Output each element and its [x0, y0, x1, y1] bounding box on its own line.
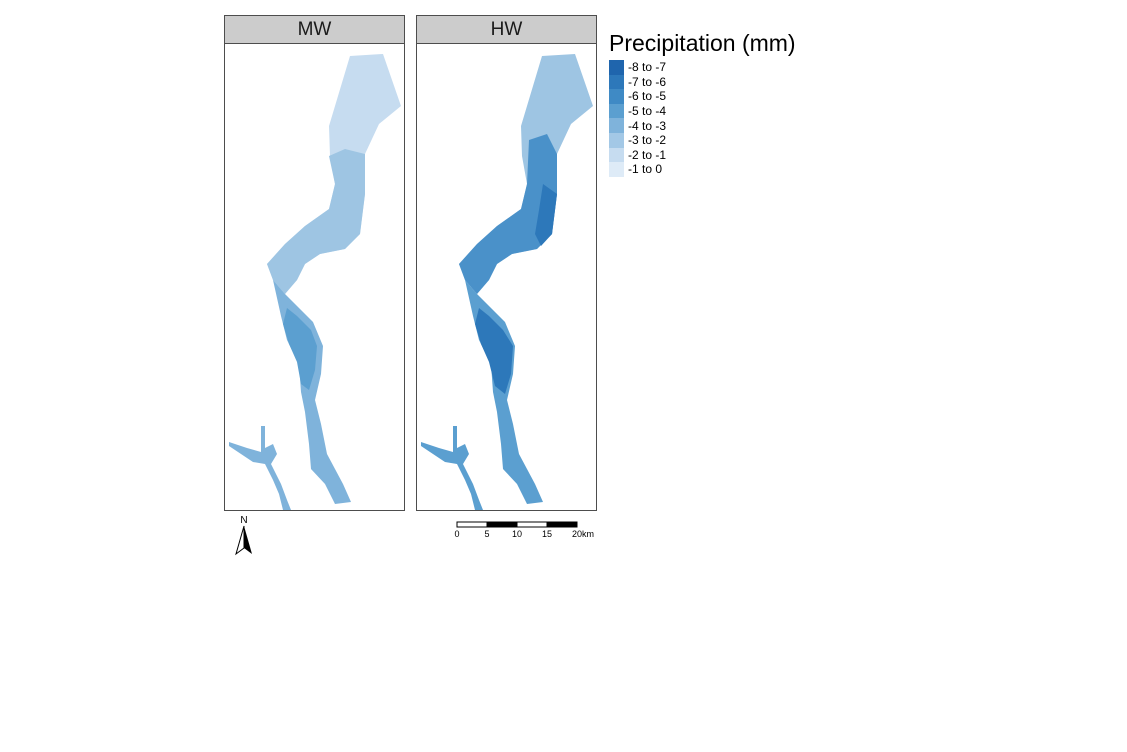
legend-items: -8 to -7 -7 to -6 -6 to -5 -5 to -4 -4 to -3…	[609, 60, 796, 177]
legend-swatch	[609, 147, 624, 163]
river-zone-middle-dark	[475, 308, 513, 394]
facet-label-hw: HW	[490, 18, 523, 40]
legend-label: -4 to -3	[628, 118, 667, 133]
facet-strip-hw: HW	[417, 16, 596, 44]
legend: Precipitation (mm) -8 to -7 -7 to -6 -6 to…	[609, 30, 796, 177]
map-mw	[229, 54, 401, 510]
legend-item: -6 to -5	[609, 89, 796, 104]
river-zone-middle	[273, 280, 351, 504]
facet-label-mw: MW	[297, 18, 332, 40]
river-shape-mw	[229, 54, 401, 510]
legend-label: -8 to -7	[628, 60, 667, 75]
river-tributary	[229, 426, 291, 510]
legend-swatch	[609, 162, 624, 177]
scale-tick-15: 15	[542, 529, 552, 539]
scale-tick-0: 0	[454, 529, 459, 539]
legend-item: -4 to -3	[609, 118, 796, 133]
legend-label: -6 to -5	[628, 89, 667, 104]
scale-tick-5: 5	[484, 529, 489, 539]
river-tributary	[421, 426, 483, 510]
legend-swatch	[609, 132, 624, 148]
scale-bar: 0 5 10 15 20km	[454, 521, 594, 539]
legend-item: -7 to -6	[609, 74, 796, 90]
legend-item: -2 to -1	[609, 147, 796, 163]
legend-swatch	[609, 60, 624, 75]
legend-item: -1 to 0	[609, 162, 796, 177]
river-zone-upper-dark	[535, 184, 557, 246]
river-zone-mid-upper	[267, 149, 365, 294]
legend-label: -5 to -4	[628, 104, 667, 119]
facet-strip-mw: MW	[225, 16, 404, 44]
facet-panel-hw: HW	[416, 15, 597, 511]
north-arrow-icon: N	[235, 515, 252, 556]
river-zone-mid-upper	[459, 134, 557, 294]
map-hw	[421, 54, 593, 510]
legend-item: -8 to -7	[609, 60, 796, 75]
legend-swatch	[609, 89, 624, 104]
north-arrow-label: N	[240, 515, 247, 526]
legend-label: -2 to -1	[628, 147, 667, 162]
legend-title: Precipitation (mm)	[609, 30, 796, 56]
facet-panel-mw: MW	[224, 15, 405, 511]
legend-item: -3 to -2	[609, 132, 796, 148]
river-zone-middle-dark	[283, 308, 317, 390]
legend-label: -1 to 0	[628, 162, 663, 177]
legend-swatch	[609, 103, 624, 119]
legend-label: -3 to -2	[628, 133, 667, 148]
river-shape-hw	[421, 54, 593, 510]
legend-label: -7 to -6	[628, 74, 667, 89]
scale-tick-10: 10	[512, 529, 522, 539]
legend-item: -5 to -4	[609, 103, 796, 119]
legend-swatch	[609, 74, 624, 90]
scale-tick-20km: 20km	[572, 529, 594, 539]
legend-swatch	[609, 118, 624, 133]
